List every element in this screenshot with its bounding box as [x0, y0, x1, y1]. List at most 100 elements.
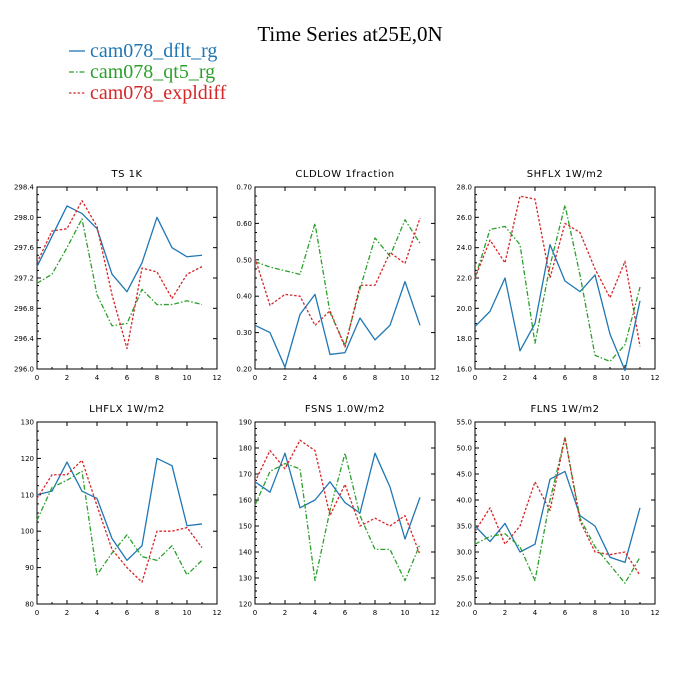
x-tick-label: 8 [373, 374, 377, 382]
x-tick-label: 2 [503, 374, 507, 382]
series-line-qt5 [254, 219, 421, 346]
x-tick-label: 4 [313, 374, 318, 382]
legend-label-expldiff: cam078_expldiff [90, 82, 227, 104]
y-tick-label: 180 [239, 445, 252, 453]
y-tick-label: 90 [25, 564, 34, 572]
x-tick-label: 2 [283, 374, 287, 382]
panel-4: LHFLX 1W/m2 0 2 4 6 8 10 12 80 90 100 110 120 130 [21, 404, 222, 617]
y-tick-label: 100 [21, 528, 34, 536]
legend: cam078_dflt_rgcam078_qt5_rgcam078_expldi… [69, 40, 227, 104]
y-tick-label: 110 [21, 491, 34, 499]
y-tick-label: 80 [25, 601, 34, 609]
y-tick-label: 296.0 [14, 366, 34, 374]
y-tick-label: 297.6 [14, 244, 35, 252]
y-tick-label: 0.30 [236, 329, 252, 337]
series-line-dflt [474, 470, 641, 564]
x-tick-label: 2 [65, 609, 69, 617]
y-tick-label: 120 [21, 455, 34, 463]
panel-1: TS 1K 0 2 4 6 8 10 12 296.0 296.4 296.8 297.2 297.6 2… [14, 169, 222, 382]
x-tick-label: 6 [343, 374, 348, 382]
x-tick-label: 10 [401, 609, 410, 617]
panel-6: FLNS 1W/m2 0 2 4 6 8 10 12 20.0 25.0 30.0 35.0 40.0 4… [456, 404, 659, 617]
x-tick-label: 0 [253, 609, 257, 617]
y-tick-label: 20.0 [456, 601, 472, 609]
y-tick-label: 45.0 [456, 471, 472, 479]
y-tick-label: 297.2 [14, 275, 34, 283]
x-tick-label: 10 [183, 609, 192, 617]
x-tick-label: 10 [621, 609, 630, 617]
y-tick-label: 170 [239, 471, 252, 479]
x-tick-label: 4 [313, 609, 318, 617]
y-tick-label: 296.4 [14, 335, 35, 343]
x-tick-label: 4 [533, 374, 538, 382]
y-tick-label: 20.0 [456, 305, 472, 313]
series-line-qt5 [254, 452, 421, 582]
panel-title: FSNS 1.0W/m2 [305, 404, 385, 415]
series-line-expldiff [36, 199, 203, 350]
x-tick-label: 0 [35, 374, 39, 382]
panel-title: TS 1K [110, 169, 142, 180]
x-tick-label: 12 [213, 609, 222, 617]
y-tick-label: 298.0 [14, 214, 34, 222]
panel-title: FLNS 1W/m2 [530, 404, 599, 415]
y-tick-label: 0.70 [236, 184, 252, 192]
x-tick-label: 4 [95, 374, 100, 382]
panel-2: CLDLOW 1fraction 0 2 4 6 8 10 12 0.20 0.30 0.40 0.5… [236, 169, 439, 382]
y-tick-label: 18.0 [456, 335, 472, 343]
panel-5: FSNS 1.0W/m2 0 2 4 6 8 10 12 120 130 140 150 160 170 1… [239, 404, 440, 617]
y-tick-label: 296.8 [14, 305, 34, 313]
y-tick-label: 0.20 [236, 366, 252, 374]
y-tick-label: 16.0 [456, 366, 472, 374]
series-line-expldiff [36, 459, 203, 583]
y-tick-label: 30.0 [456, 549, 472, 557]
x-tick-label: 0 [253, 374, 257, 382]
y-tick-label: 150 [239, 523, 252, 531]
y-tick-label: 298.4 [14, 184, 35, 192]
panel-title: CLDLOW 1fraction [295, 169, 394, 180]
panel-title: LHFLX 1W/m2 [89, 404, 165, 415]
x-tick-label: 6 [343, 609, 348, 617]
series-line-expldiff [254, 217, 421, 348]
x-tick-label: 12 [651, 374, 660, 382]
y-tick-label: 22.0 [456, 275, 472, 283]
y-tick-label: 55.0 [456, 419, 472, 427]
x-tick-label: 8 [155, 609, 159, 617]
series-line-qt5 [36, 470, 203, 576]
y-tick-label: 120 [239, 601, 252, 609]
x-tick-label: 10 [621, 374, 630, 382]
series-line-expldiff [474, 195, 641, 347]
y-tick-label: 35.0 [456, 523, 472, 531]
x-tick-label: 12 [431, 609, 440, 617]
series-line-dflt [474, 243, 641, 372]
panel-3: SHFLX 1W/m2 0 2 4 6 8 10 12 16.0 18.0 20.0 22.0 24.0… [456, 169, 659, 382]
y-tick-label: 24.0 [456, 244, 472, 252]
x-tick-label: 10 [183, 374, 192, 382]
y-tick-label: 26.0 [456, 214, 472, 222]
y-tick-label: 28.0 [456, 184, 472, 192]
y-tick-label: 25.0 [456, 575, 472, 583]
x-tick-label: 6 [563, 374, 568, 382]
x-tick-label: 12 [651, 609, 660, 617]
series-line-dflt [36, 205, 203, 293]
series-line-dflt [254, 452, 421, 540]
x-tick-label: 8 [373, 609, 377, 617]
x-tick-label: 8 [593, 374, 597, 382]
x-tick-label: 0 [473, 374, 477, 382]
x-tick-label: 10 [401, 374, 410, 382]
panel-grid: TS 1K 0 2 4 6 8 10 12 296.0 296.4 296.8 297.2 297.6 2… [14, 169, 660, 617]
y-tick-label: 160 [239, 497, 252, 505]
x-tick-label: 6 [563, 609, 568, 617]
x-tick-label: 0 [473, 609, 477, 617]
x-tick-label: 8 [593, 609, 597, 617]
y-tick-label: 0.50 [236, 256, 252, 264]
x-tick-label: 8 [155, 374, 159, 382]
series-line-qt5 [474, 436, 641, 584]
legend-label-dflt: cam078_dflt_rg [90, 40, 217, 62]
series-line-expldiff [474, 436, 641, 576]
x-tick-label: 12 [213, 374, 222, 382]
y-tick-label: 140 [239, 549, 252, 557]
x-tick-label: 12 [431, 374, 440, 382]
panel-title: SHFLX 1W/m2 [527, 169, 603, 180]
